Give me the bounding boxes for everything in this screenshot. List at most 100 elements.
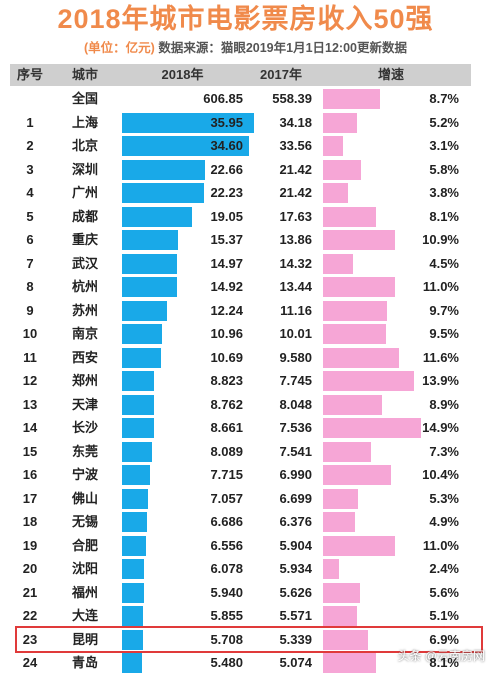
cell-city: 昆明 — [71, 631, 98, 647]
bar-2018 — [122, 183, 204, 203]
cell-rank: 24 — [22, 655, 38, 670]
table-row: 3 深圳 22.66 21.42 5.8% — [10, 158, 471, 182]
bar-growth — [323, 535, 395, 556]
cell-growth: 3.8% — [429, 185, 459, 200]
cell-2017: 34.18 — [279, 114, 312, 130]
cell-city: 杭州 — [71, 279, 98, 294]
table-row: 4 广州 22.23 21.42 3.8% — [10, 181, 471, 205]
cell-2018: 6.078 — [210, 561, 243, 576]
bar-2018 — [122, 136, 249, 156]
table-row: 2 北京 34.60 33.56 3.1% — [10, 134, 471, 158]
table-row: 5 成都 19.05 17.63 8.1% — [10, 205, 471, 229]
cell-growth: 8.9% — [429, 396, 459, 412]
cell-2017: 7.536 — [279, 420, 312, 435]
cell-growth: 7.3% — [429, 443, 459, 459]
bar-2018 — [122, 253, 177, 274]
cell-2017: 11.16 — [280, 302, 312, 318]
cell-2017: 5.074 — [279, 655, 312, 670]
bar-2018 — [122, 230, 178, 250]
cell-2017: 5.934 — [279, 561, 312, 576]
table-row: 1 上海 35.95 34.18 5.2% — [10, 111, 471, 135]
cell-rank: 8 — [26, 279, 34, 294]
cell-city: 青岛 — [71, 655, 98, 670]
highlight-box — [15, 626, 483, 653]
cell-2017: 7.745 — [279, 373, 312, 388]
table-row: 24 青岛 5.480 5.074 8.1% — [10, 651, 471, 675]
cell-rank: 3 — [26, 161, 34, 177]
table-row: 13 天津 8.762 8.048 8.9% — [10, 393, 471, 417]
cell-rank: 23 — [22, 631, 38, 647]
table-row: 9 苏州 12.24 11.16 9.7% — [10, 299, 471, 323]
cell-rank: 7 — [26, 255, 34, 271]
bar-growth — [323, 465, 391, 485]
cell-rank: 4 — [26, 185, 34, 200]
cell-growth: 11.0% — [422, 537, 459, 553]
table-row: 10 南京 10.96 10.01 9.5% — [10, 322, 471, 346]
bar-growth — [323, 183, 348, 203]
cell-rank: 9 — [26, 302, 34, 318]
cell-rank: 18 — [22, 514, 38, 529]
table-row: 16 宁波 7.715 6.990 10.4% — [10, 463, 471, 487]
cell-growth: 5.1% — [429, 608, 459, 623]
cell-2018: 5.708 — [210, 631, 243, 647]
cell-2017: 13.44 — [279, 279, 312, 294]
bar-growth — [323, 206, 376, 227]
cell-growth: 4.5% — [429, 255, 459, 271]
cell-2017: 558.39 — [272, 91, 312, 106]
bar-2018 — [122, 582, 144, 603]
bar-growth — [323, 629, 368, 650]
bar-2018 — [122, 512, 147, 532]
cell-city: 北京 — [71, 138, 98, 153]
cell-rank: 12 — [22, 373, 38, 388]
cell-2018: 8.762 — [210, 396, 243, 412]
cell-rank: 16 — [22, 467, 38, 482]
cell-city: 重庆 — [71, 232, 98, 247]
cell-rank — [10, 87, 50, 111]
bar-2018 — [122, 112, 254, 133]
cell-city: 广州 — [71, 185, 98, 200]
bar-2018 — [122, 159, 205, 180]
cell-growth: 9.7% — [429, 302, 459, 318]
header-2017: 2017年 — [260, 67, 302, 82]
cell-city: 上海 — [71, 114, 98, 130]
cell-2017: 5.339 — [279, 631, 312, 647]
bar-2018 — [122, 300, 167, 321]
cell-rank: 10 — [22, 326, 38, 341]
cell-2017: 10.01 — [279, 326, 312, 341]
bar-growth — [323, 418, 421, 438]
header-rank: 序号 — [16, 67, 43, 82]
cell-growth: 8.1% — [429, 208, 459, 224]
bar-growth — [323, 347, 399, 368]
table-row: 20 沈阳 6.078 5.934 2.4% — [10, 557, 471, 581]
cell-city: 深圳 — [71, 161, 98, 177]
cell-2018: 15.37 — [210, 232, 243, 247]
bar-2018 — [122, 465, 150, 485]
bar-2018 — [122, 347, 161, 368]
bar-growth — [323, 488, 358, 509]
bar-growth — [323, 277, 395, 297]
cell-rank: 2 — [26, 138, 34, 153]
cell-city: 东莞 — [71, 443, 98, 459]
cell-2018: 8.661 — [210, 420, 243, 435]
cell-growth: 11.0% — [422, 279, 459, 294]
cell-growth: 5.2% — [429, 114, 459, 130]
cell-rank: 22 — [22, 608, 38, 623]
cell-growth: 2.4% — [429, 561, 459, 576]
cell-city: 全国 — [71, 91, 98, 106]
bar-growth — [323, 512, 355, 532]
cell-growth: 8.1% — [429, 655, 459, 670]
unit-label: (单位：亿元) — [84, 41, 155, 55]
cell-rank: 6 — [26, 232, 34, 247]
bar-growth — [323, 112, 357, 133]
table-row: 12 郑州 8.823 7.745 13.9% — [10, 369, 471, 393]
cell-city: 福州 — [71, 584, 98, 600]
cell-2017: 5.904 — [279, 537, 312, 553]
cell-2017: 7.541 — [279, 443, 312, 459]
cell-2017: 21.42 — [279, 161, 312, 177]
cell-city: 武汉 — [71, 255, 98, 271]
cell-city: 合肥 — [71, 537, 98, 553]
cell-2017: 13.86 — [279, 232, 312, 247]
cell-2018: 22.66 — [210, 161, 243, 177]
bar-2018 — [122, 559, 144, 579]
bar-2018 — [122, 394, 154, 415]
